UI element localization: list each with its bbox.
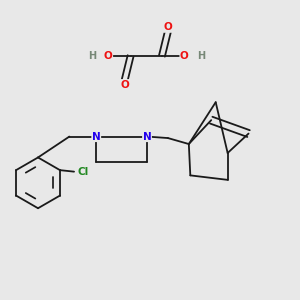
Text: N: N [142,132,152,142]
Text: H: H [88,51,96,61]
Text: O: O [180,51,189,61]
Text: Cl: Cl [78,167,89,177]
Text: H: H [197,51,205,61]
Text: O: O [120,80,129,90]
Text: N: N [92,132,100,142]
Text: O: O [164,22,172,32]
Text: O: O [104,51,112,61]
